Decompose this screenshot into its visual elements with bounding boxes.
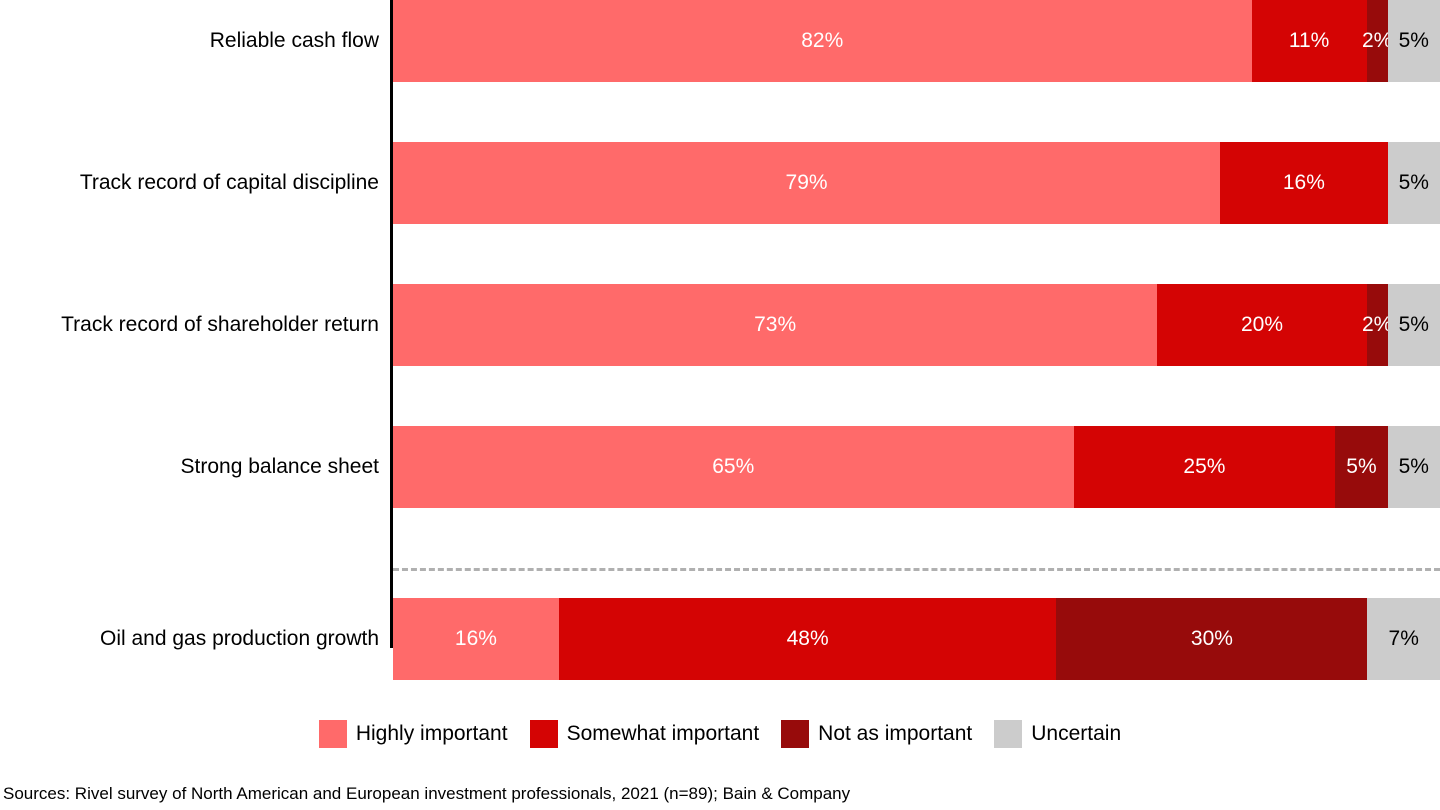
bar-row: Track record of shareholder return 73% 20%… [0, 284, 1440, 366]
value-label: 16% [1282, 171, 1325, 194]
value-label: 2% [1361, 313, 1393, 336]
category-label: Strong balance sheet [180, 455, 379, 479]
bar-row: Oil and gas production growth 16% 48% 30% 7% [0, 598, 1440, 680]
stacked-bar-chart: Reliable cash flow 82% 11% 2% 5% Track record… [0, 0, 1440, 748]
bar-segment: 11% [1251, 0, 1367, 82]
category-label: Oil and gas production growth [100, 627, 379, 651]
bar-segment: 16% [393, 598, 559, 680]
stacked-bar: 79% 16% 5% [393, 142, 1440, 224]
value-label: 5% [1398, 455, 1429, 478]
legend-swatch [781, 720, 810, 748]
category-label: Track record of capital discipline [79, 171, 379, 195]
bar-segment: 48% [558, 598, 1057, 680]
bar-segment: 25% [1073, 426, 1336, 508]
bar-segment: 30% [1056, 598, 1368, 680]
stacked-bar: 16% 48% 30% 7% [393, 598, 1440, 680]
legend-label: Highly important [355, 722, 508, 745]
value-label: 82% [801, 29, 844, 52]
stacked-bar: 65% 25% 5% 5% [393, 426, 1440, 508]
legend: Highly important Somewhat important Not as… [0, 720, 1440, 748]
bar-segment: 2% [1362, 284, 1392, 366]
legend-label: Somewhat important [566, 722, 760, 745]
bar-row: Track record of capital discipline 79% 16%… [0, 142, 1440, 224]
stacked-bar: 73% 20% 2% 5% [393, 284, 1440, 366]
bar-segment: 5% [1387, 426, 1440, 508]
value-label: 5% [1398, 171, 1429, 194]
stacked-bar: 82% 11% 2% 5% [393, 0, 1440, 82]
legend-label: Uncertain [1031, 722, 1122, 745]
plot-area: Reliable cash flow 82% 11% 2% 5% Track record… [0, 0, 1440, 680]
bar-segment: 5% [1387, 0, 1440, 82]
bar-segment: 73% [393, 284, 1158, 366]
value-label: 73% [754, 313, 797, 336]
legend-swatch [529, 720, 558, 748]
value-label: 30% [1190, 627, 1233, 650]
legend-item: Not as important [781, 720, 972, 748]
value-label: 5% [1398, 313, 1429, 336]
legend-item: Somewhat important [529, 720, 760, 748]
bar-segment: 20% [1157, 284, 1367, 366]
value-label: 79% [785, 171, 828, 194]
bar-segment: 16% [1220, 142, 1388, 224]
legend-swatch [994, 720, 1023, 748]
bar-segment: 79% [393, 142, 1221, 224]
category-label: Reliable cash flow [209, 29, 379, 53]
bar-segment: 5% [1387, 284, 1440, 366]
legend-item: Highly important [318, 720, 508, 748]
y-axis-line [390, 0, 393, 648]
bar-row: Strong balance sheet 65% 25% 5% 5% [0, 426, 1440, 508]
value-label: 65% [712, 455, 755, 478]
value-label: 5% [1346, 455, 1377, 478]
value-label: 5% [1398, 29, 1429, 52]
bar-segment: 82% [393, 0, 1252, 82]
bar-segment: 65% [393, 426, 1074, 508]
legend-item: Uncertain [994, 720, 1121, 748]
bar-row: Reliable cash flow 82% 11% 2% 5% [0, 0, 1440, 82]
dashed-separator [393, 568, 1440, 571]
value-label: 7% [1388, 627, 1419, 650]
source-note: Sources: Rivel survey of North American … [3, 784, 851, 803]
bar-segment: 5% [1335, 426, 1388, 508]
legend-swatch [318, 720, 347, 748]
bar-segment: 5% [1387, 142, 1440, 224]
bar-segment: 7% [1367, 598, 1440, 680]
value-label: 16% [454, 627, 497, 650]
value-label: 25% [1183, 455, 1226, 478]
value-label: 48% [786, 627, 829, 650]
value-label: 20% [1240, 313, 1283, 336]
bar-segment: 2% [1362, 0, 1392, 82]
value-label: 2% [1361, 29, 1393, 52]
value-label: 11% [1288, 29, 1330, 52]
category-label: Track record of shareholder return [61, 313, 379, 337]
legend-label: Not as important [818, 722, 973, 745]
